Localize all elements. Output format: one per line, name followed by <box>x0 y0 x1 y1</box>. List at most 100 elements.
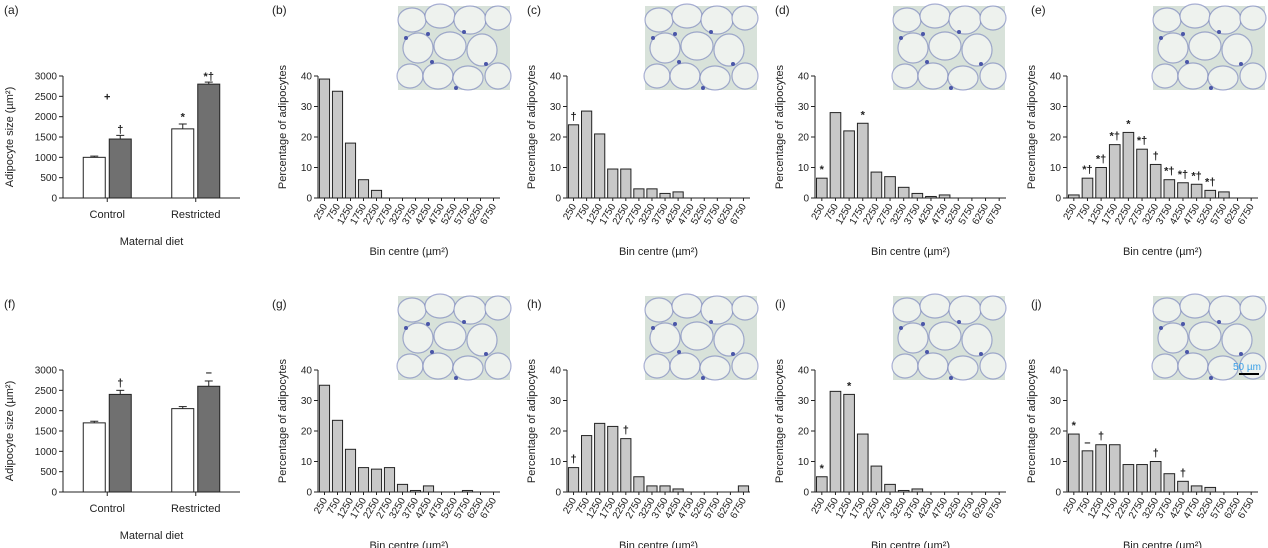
panel-c-y-axis-title: Percentage of adipocytes <box>526 64 538 189</box>
scale-bar-label: 50 µm <box>1233 362 1261 373</box>
panel-g-label: (g) <box>272 297 287 311</box>
adipocyte-cell <box>1189 32 1221 60</box>
adipocyte-cell <box>1240 296 1266 320</box>
panel-g-ytick-label: 40 <box>301 366 313 377</box>
panel-h-bar-0 <box>568 468 578 492</box>
panel-c-bar-5 <box>634 189 644 198</box>
panel-e-bar-11 <box>1219 192 1230 198</box>
panel-e-significance-mark: *† <box>1082 164 1092 176</box>
panel-e-bar-6 <box>1150 164 1161 198</box>
adipocyte-cell <box>467 324 497 356</box>
panel-c-bar-8 <box>673 192 683 198</box>
panel-e-bar-2 <box>1096 168 1107 199</box>
stained-nucleus <box>1239 352 1243 356</box>
adipocyte-cell <box>485 296 511 320</box>
panel-e-bar-8 <box>1178 183 1189 198</box>
adipocyte-cell <box>397 64 423 88</box>
adipocyte-cell <box>700 356 730 380</box>
stained-nucleus <box>921 32 925 36</box>
panel-d-bar-6 <box>898 187 909 198</box>
adipocyte-cell <box>1152 354 1178 378</box>
panel-c-ytick-label: 30 <box>550 102 562 113</box>
panel-d-significance-mark: * <box>820 164 825 176</box>
panel-b-bar-2 <box>345 143 355 198</box>
adipocyte-cell <box>893 298 921 322</box>
panel-c-significance-mark: † <box>570 111 576 123</box>
adipocyte-cell <box>681 32 713 60</box>
panel-d-bar-4 <box>871 172 882 198</box>
stained-nucleus <box>430 60 434 64</box>
panel-b-ytick-label: 40 <box>301 72 313 83</box>
panel-e-significance-mark: † <box>1153 150 1159 162</box>
adipocyte-cell <box>645 298 673 322</box>
stained-nucleus <box>1217 320 1221 324</box>
panel-f-category-label: Control <box>90 503 125 515</box>
stained-nucleus <box>731 352 735 356</box>
panel-d-bar-1 <box>830 113 841 198</box>
stained-nucleus <box>484 62 488 66</box>
adipocyte-cell <box>980 6 1006 30</box>
stained-nucleus <box>921 322 925 326</box>
panel-i-ytick-label: 10 <box>798 457 810 468</box>
stained-nucleus <box>462 320 466 324</box>
panel-e-bar-10 <box>1205 190 1216 198</box>
panel-j-ytick-label: 10 <box>1050 457 1062 468</box>
panel-b-label: (b) <box>272 3 287 17</box>
panel-f-category-label: Restricted <box>171 503 221 515</box>
panel-i-bar-2 <box>844 394 855 492</box>
adipocyte-cell <box>929 322 961 350</box>
panel-c-histology-image <box>644 4 758 90</box>
stained-nucleus <box>677 350 681 354</box>
stained-nucleus <box>1239 62 1243 66</box>
panel-h-significance-mark: † <box>623 425 629 437</box>
panel-g-bar-8 <box>423 486 433 492</box>
panel-i-bar-3 <box>857 434 868 492</box>
panel-j-bar-8 <box>1178 481 1189 492</box>
panel-i-bar-1 <box>830 391 841 492</box>
adipocyte-cell <box>701 6 733 34</box>
panel-j-ytick-label: 30 <box>1050 396 1062 407</box>
stained-nucleus <box>925 350 929 354</box>
panel-f-ytick-label: 500 <box>40 467 57 478</box>
panel-g-bar-0 <box>319 385 329 492</box>
adipocyte-cell <box>918 353 948 379</box>
panel-b-histology-image <box>397 4 511 90</box>
adipocyte-cell <box>397 354 423 378</box>
panel-d-bar-3 <box>857 123 868 198</box>
panel-e-significance-mark: *† <box>1110 131 1120 143</box>
adipocyte-cell <box>425 294 455 318</box>
panel-i-bar-0 <box>817 477 828 492</box>
adipocyte-cell <box>454 6 486 34</box>
panel-j-significance-mark: † <box>1153 448 1159 460</box>
adipocyte-cell <box>644 64 670 88</box>
adipocyte-cell <box>714 34 744 66</box>
panel-f-x-axis-title: Maternal diet <box>120 530 184 542</box>
panel-g-histology-image <box>397 294 511 380</box>
stained-nucleus <box>979 62 983 66</box>
adipocyte-cell <box>672 294 702 318</box>
stained-nucleus <box>484 352 488 356</box>
panel-d-histology-image <box>892 4 1006 90</box>
panel-h-bar-5 <box>634 477 644 492</box>
panel-h-histology-image <box>644 294 758 380</box>
panel-f-ytick-label: 1500 <box>35 427 58 438</box>
panel-f-bar-open-1 <box>172 409 194 492</box>
stained-nucleus <box>949 86 953 90</box>
adipocyte-cell <box>425 4 455 28</box>
panel-g-ytick-label: 0 <box>306 488 312 499</box>
panel-a-bar-open-1 <box>172 129 194 198</box>
panel-i-significance-mark: * <box>847 380 852 392</box>
adipocyte-cell <box>892 354 918 378</box>
panel-e-bar-4 <box>1123 132 1134 198</box>
adipocyte-cell <box>1209 6 1241 34</box>
panel-g-x-axis-title: Bin centre (µm²) <box>369 540 448 548</box>
panel-a-bar-filled-1 <box>198 84 220 198</box>
adipocyte-cell <box>467 34 497 66</box>
stained-nucleus <box>677 60 681 64</box>
panel-d-ytick-label: 20 <box>798 133 810 144</box>
stained-nucleus <box>404 36 408 40</box>
adipocyte-cell <box>949 6 981 34</box>
panel-a-significance-mark: + <box>104 91 110 103</box>
panel-d-y-axis-title: Percentage of adipocytes <box>774 64 786 189</box>
panel-j-significance-mark: † <box>1180 467 1186 479</box>
